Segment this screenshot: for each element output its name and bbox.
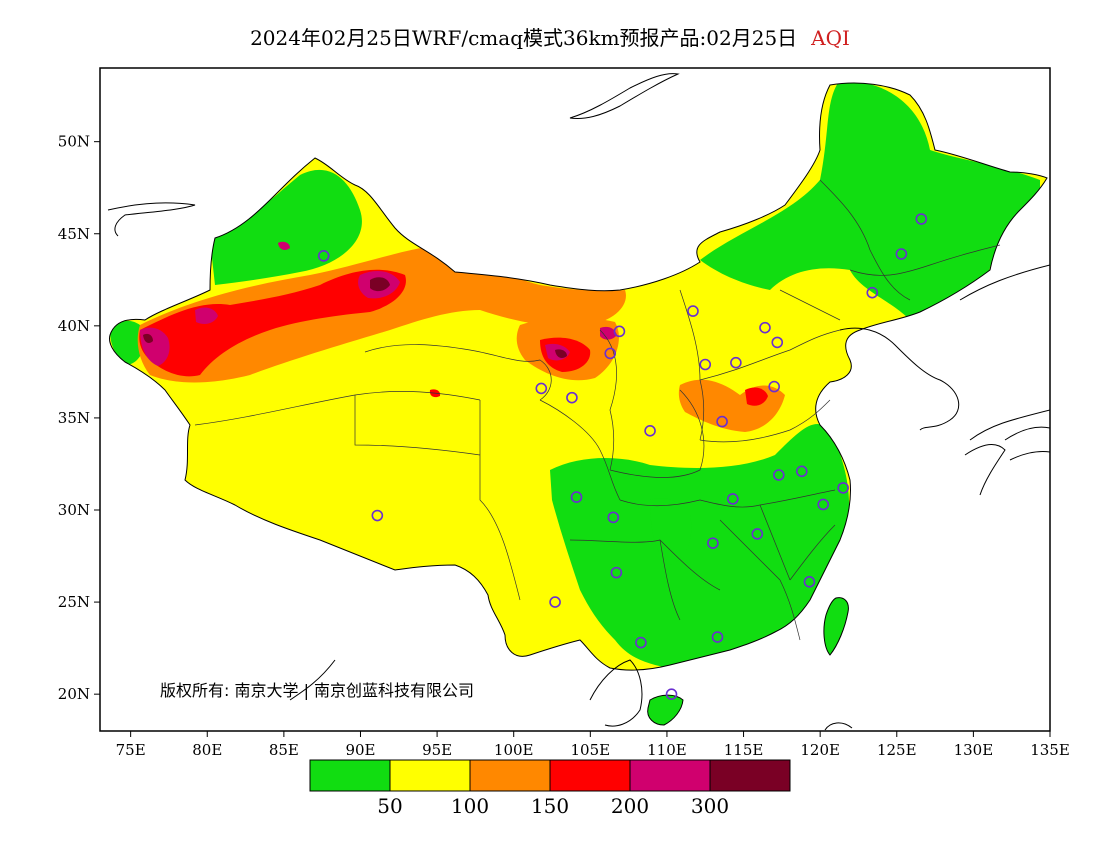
- orange-band-xinjiang: [137, 245, 626, 383]
- legend-swatch: [309, 759, 391, 792]
- aqi-legend: 50 100 150 200 300: [309, 759, 791, 818]
- lat-tick-label: 35N: [58, 409, 90, 427]
- magenta-area-hami: [278, 241, 290, 251]
- green-area-south: [550, 424, 850, 670]
- lon-tick-label: 135E: [1030, 741, 1070, 759]
- map-title: 2024年02月25日WRF/cmaq模式36km预报产品:02月25日 AQI: [0, 22, 1100, 51]
- lon-tick-label: 95E: [422, 741, 452, 759]
- legend-swatch: [549, 759, 631, 792]
- monitoring-stations: [317, 213, 928, 700]
- station-marker: [535, 382, 548, 395]
- station-marker: [613, 325, 626, 338]
- pollution-field: [107, 73, 1050, 731]
- map-frame-border: [99, 67, 1051, 732]
- lon-tick-label: 75E: [116, 741, 146, 759]
- legend-swatch: [389, 759, 471, 792]
- station-marker: [635, 636, 647, 649]
- station-marker: [707, 537, 719, 549]
- concentration-contours: [110, 83, 1040, 670]
- legend-label: 200: [611, 794, 649, 818]
- copyright-text: 版权所有: 南京大学 | 南京创蓝科技有限公司: [160, 681, 474, 700]
- longitude-ticks: 75E 80E 85E 90E 95E 100E 105E 110E 115E 120E 125E 1…: [116, 731, 1070, 759]
- station-marker: [604, 347, 617, 360]
- station-marker: [817, 498, 830, 511]
- station-marker: [644, 425, 656, 437]
- station-marker: [317, 250, 330, 262]
- station-marker: [771, 336, 784, 349]
- station-marker: [866, 286, 879, 299]
- station-marker: [570, 491, 583, 503]
- taiwan-island: [823, 597, 849, 656]
- legend-label: 100: [451, 794, 489, 818]
- station-marker: [371, 509, 384, 522]
- station-marker: [549, 596, 561, 608]
- station-marker: [895, 248, 908, 260]
- station-marker: [795, 465, 808, 478]
- station-marker: [837, 482, 849, 494]
- variable-label: AQI: [811, 26, 850, 50]
- lat-tick-label: 45N: [58, 225, 90, 243]
- foreign-coastlines: [107, 73, 1050, 731]
- station-marker: [687, 305, 699, 317]
- legend-label: 150: [531, 794, 569, 818]
- lat-tick-label: 30N: [58, 501, 90, 519]
- lon-tick-label: 125E: [877, 741, 917, 759]
- legend-swatch: [469, 759, 551, 792]
- station-marker: [711, 631, 724, 643]
- station-marker: [566, 391, 578, 404]
- station-marker: [607, 511, 620, 524]
- station-marker: [699, 358, 712, 371]
- lon-tick-label: 120E: [800, 741, 840, 759]
- darkred-core-turpan: [370, 277, 390, 292]
- green-area-hubei: [650, 498, 692, 565]
- red-area-hebei: [745, 387, 768, 406]
- lon-tick-label: 80E: [192, 741, 222, 759]
- green-area-xinjiang-north: [210, 169, 362, 285]
- lat-tick-label: 40N: [58, 317, 90, 335]
- legend-label: 300: [691, 794, 729, 818]
- station-marker: [759, 321, 771, 334]
- magenta-area-baotou: [600, 326, 617, 340]
- lon-tick-label: 130E: [954, 741, 994, 759]
- station-marker: [751, 528, 764, 540]
- darkred-core-kashgar: [143, 333, 153, 343]
- legend-swatch: [709, 759, 791, 792]
- legend-swatch: [629, 759, 711, 792]
- station-marker: [915, 213, 928, 225]
- station-marker: [610, 566, 623, 579]
- lat-tick-label: 25N: [58, 593, 90, 611]
- station-marker: [716, 415, 728, 428]
- station-marker: [772, 469, 785, 481]
- legend-label: 50: [377, 794, 402, 818]
- lon-tick-label: 100E: [494, 741, 534, 759]
- hainan-island: [647, 694, 684, 726]
- green-area-xinjiang-west: [110, 320, 145, 365]
- latitude-ticks: 20N 25N 30N 35N 40N 45N 50N: [58, 133, 100, 703]
- red-area-tarim: [139, 269, 406, 377]
- lat-tick-label: 20N: [58, 685, 90, 703]
- lat-tick-label: 50N: [58, 133, 90, 151]
- darkred-core-yinchuan: [555, 349, 567, 358]
- station-marker: [665, 688, 678, 700]
- title-text: 2024年02月25日WRF/cmaq模式36km预报产品:02月25日: [250, 26, 798, 50]
- lon-tick-label: 115E: [724, 741, 764, 759]
- china-boundary: [109, 82, 1048, 671]
- station-marker: [803, 576, 816, 588]
- lon-tick-label: 85E: [269, 741, 299, 759]
- station-marker: [727, 493, 739, 505]
- station-marker: [730, 356, 742, 369]
- green-area-northeast: [700, 83, 1040, 320]
- magenta-area-korla: [195, 307, 218, 324]
- station-marker: [768, 380, 780, 393]
- lon-tick-label: 110E: [647, 741, 687, 759]
- lon-tick-label: 90E: [345, 741, 375, 759]
- lon-tick-label: 105E: [571, 741, 611, 759]
